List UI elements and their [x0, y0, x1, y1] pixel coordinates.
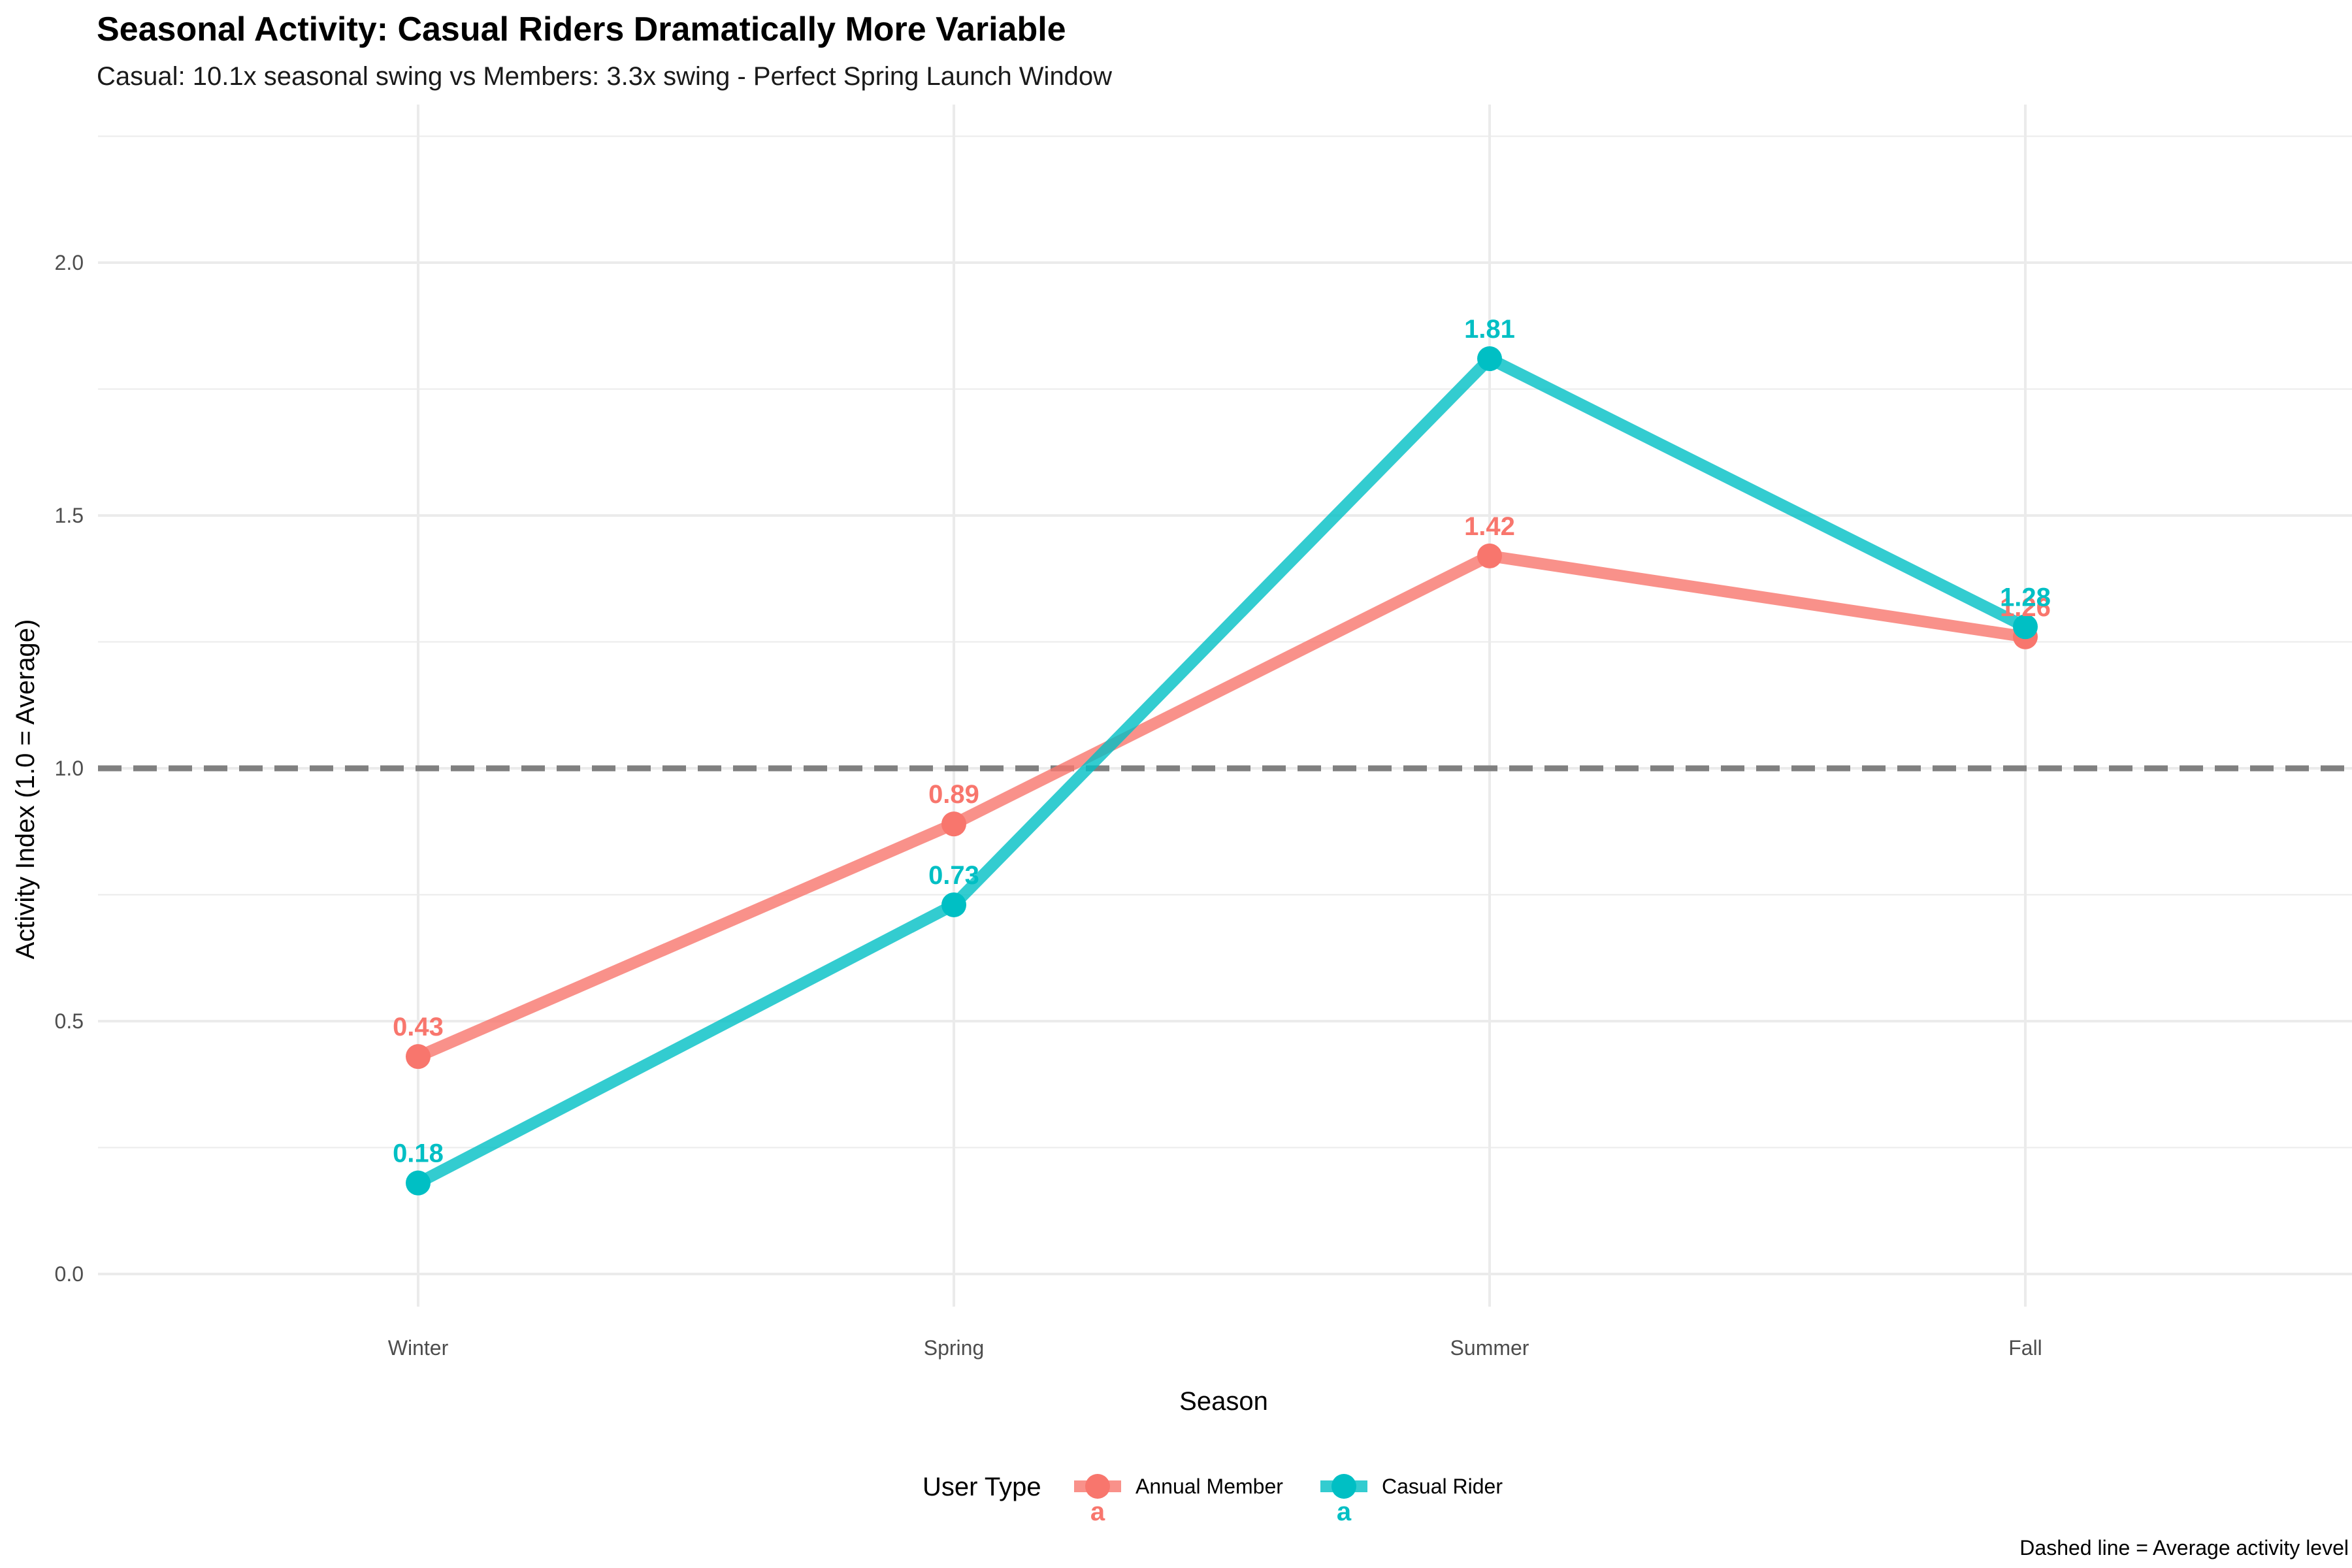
series-line — [416, 549, 2027, 1062]
data-point — [941, 811, 966, 837]
chart-title: Seasonal Activity: Casual Riders Dramati… — [97, 10, 1066, 48]
data-point — [941, 892, 966, 917]
legend: User Type a Annual Member a Casual Rider — [923, 1473, 1503, 1526]
series-line — [415, 353, 2029, 1188]
y-tick-label: 2.0 — [55, 251, 84, 274]
y-tick-label: 1.0 — [55, 757, 84, 780]
y-tick-label: 1.5 — [55, 504, 84, 527]
data-point — [2013, 614, 2038, 640]
legend-label: Annual Member — [1135, 1475, 1283, 1498]
y-axis-ticks: 0.0 0.5 1.0 1.5 2.0 — [55, 251, 84, 1286]
legend-key-point — [1085, 1474, 1110, 1499]
legend-key-glyph: a — [1090, 1497, 1105, 1526]
chart-caption: Dashed line = Average activity level — [2019, 1536, 2349, 1560]
data-label: 0.43 — [393, 1013, 444, 1041]
data-label: 1.42 — [1464, 512, 1515, 541]
grid — [98, 105, 2352, 1307]
data-point — [406, 1170, 431, 1196]
series-group — [406, 346, 2038, 1196]
data-label: 0.89 — [928, 780, 979, 809]
x-tick-label: Spring — [924, 1336, 985, 1360]
legend-title: User Type — [923, 1473, 1041, 1501]
data-label-group: 0.43 0.89 1.42 1.26 0.18 0.73 1.81 1.28 — [393, 315, 2051, 1168]
data-label: 1.28 — [2000, 583, 2051, 612]
y-tick-label: 0.0 — [55, 1262, 84, 1286]
x-tick-label: Winter — [388, 1336, 449, 1360]
legend-label: Casual Rider — [1382, 1475, 1503, 1498]
y-tick-label: 0.5 — [55, 1009, 84, 1033]
x-axis-title: Season — [1179, 1387, 1268, 1416]
legend-key-point — [1331, 1474, 1356, 1499]
chart-subtitle: Casual: 10.1x seasonal swing vs Members:… — [97, 62, 1112, 91]
y-axis-title: Activity Index (1.0 = Average) — [11, 619, 40, 960]
x-tick-label: Summer — [1450, 1336, 1529, 1360]
x-tick-label: Fall — [2008, 1336, 2042, 1360]
data-label: 1.81 — [1464, 315, 1515, 344]
data-label: 0.73 — [928, 861, 979, 890]
data-point — [406, 1044, 431, 1070]
x-axis-ticks: Winter Spring Summer Fall — [388, 1336, 2042, 1360]
data-label: 1.26 — [2000, 593, 2051, 622]
data-point — [1477, 543, 1502, 568]
legend-key-glyph: a — [1337, 1497, 1352, 1526]
data-point — [1477, 346, 1502, 372]
data-label: 0.18 — [393, 1139, 444, 1168]
